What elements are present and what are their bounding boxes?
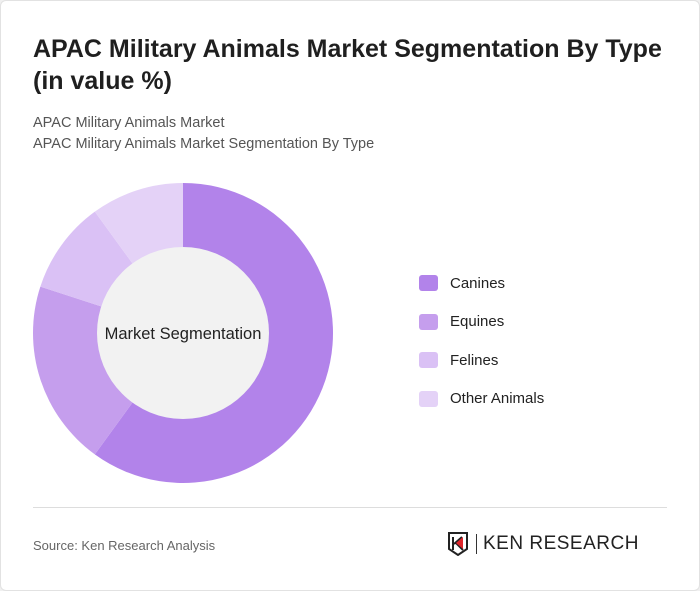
legend-label: Other Animals — [450, 390, 545, 408]
ken-research-shield-icon — [448, 532, 468, 556]
legend-item: Canines — [419, 264, 544, 303]
legend-label: Felines — [450, 351, 499, 369]
center-label: Market Segmentation — [105, 325, 262, 343]
divider — [33, 507, 667, 508]
subtitle-market: APAC Military Animals Market — [33, 115, 225, 131]
legend-swatch — [419, 352, 438, 369]
legend-item: Equines — [419, 303, 544, 342]
legend-swatch — [419, 313, 438, 330]
legend-swatch — [419, 275, 438, 292]
legend-item: Felines — [419, 341, 544, 380]
chart-title: APAC Military Animals Market Segmentatio… — [33, 35, 662, 95]
donut-hole — [97, 247, 269, 419]
legend-swatch — [419, 390, 438, 407]
source-note: Source: Ken Research Analysis — [33, 538, 216, 553]
logo-text: KEN RESEARCH — [476, 534, 639, 554]
subtitle-segmentation: APAC Military Animals Market Segmentatio… — [33, 136, 375, 152]
ken-research-logo: KEN RESEARCH — [448, 532, 639, 556]
legend-label: Canines — [450, 274, 506, 292]
legend-item: Other Animals — [419, 380, 544, 419]
legend: Canines Equines Felines Other Animals — [419, 264, 544, 418]
donut-chart: Market Segmentation — [33, 183, 333, 483]
legend-label: Equines — [450, 313, 505, 331]
